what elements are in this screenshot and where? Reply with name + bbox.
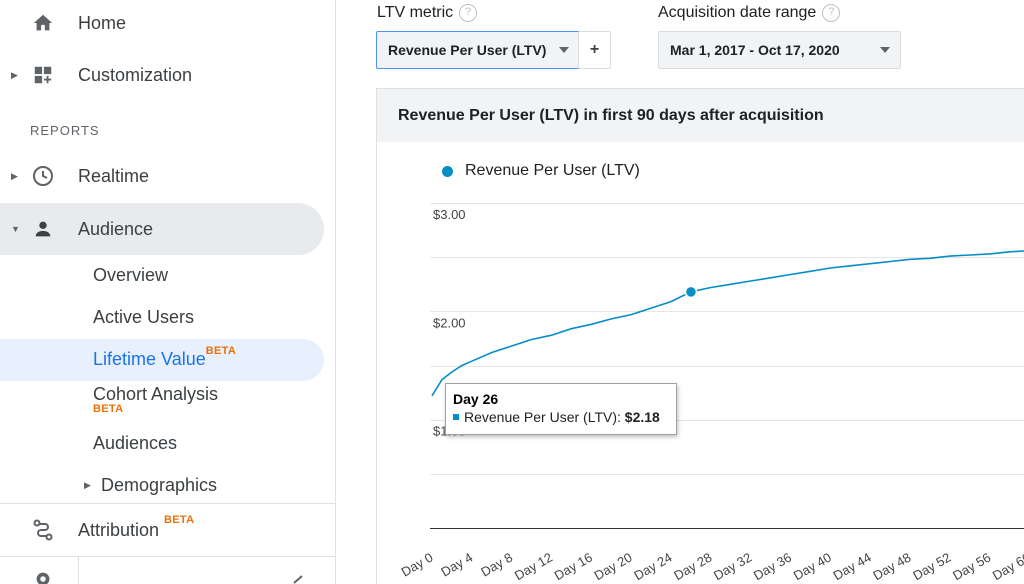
x-tick-label: Day 0 xyxy=(399,550,436,580)
reports-heading: REPORTS xyxy=(30,123,100,138)
nav-lifetime-value-label: Lifetime Value xyxy=(93,349,206,369)
nav-attribution-text: Attribution xyxy=(78,519,160,540)
nav-cohort-analysis[interactable]: Cohort Analysis xyxy=(93,384,219,404)
footer-divider xyxy=(78,557,79,584)
x-tick-label: Day 24 xyxy=(631,550,674,584)
tooltip-row: Revenue Per User (LTV): $2.18 xyxy=(453,409,669,425)
x-tick-label: Day 36 xyxy=(751,550,794,584)
beta-badge: BETA xyxy=(93,403,124,415)
x-tick-label: Day 28 xyxy=(671,550,714,584)
legend-label: Revenue Per User (LTV) xyxy=(465,162,640,179)
chart-tooltip: Day 26 Revenue Per User (LTV): $2.18 xyxy=(445,383,677,435)
ltv-metric-label-text: LTV metric xyxy=(377,4,454,22)
add-metric-button[interactable]: + xyxy=(578,31,611,69)
tooltip-series: Revenue Per User (LTV): xyxy=(464,409,621,425)
gear-icon[interactable] xyxy=(32,568,54,584)
person-icon xyxy=(30,216,56,242)
tooltip-title: Day 26 xyxy=(453,391,499,407)
sidebar-nav: Home ▶ Customization REPORTS ▶ Realtime … xyxy=(0,0,336,584)
legend-marker xyxy=(442,165,453,177)
x-tick-label: Day 32 xyxy=(711,550,754,584)
ltv-metric-value: Revenue Per User (LTV) xyxy=(388,42,547,58)
x-tick-label: Day 60 xyxy=(990,550,1024,584)
nav-home-label: Home xyxy=(78,12,127,33)
date-range-select[interactable]: Mar 1, 2017 - Oct 17, 2020 xyxy=(658,31,901,69)
chart-card-body xyxy=(376,142,1024,584)
nav-attribution-label: Attribution BETA xyxy=(78,514,194,541)
nav-audience-label: Audience xyxy=(78,218,154,239)
x-tick-label: Day 40 xyxy=(791,550,834,584)
x-tick-label: Day 4 xyxy=(438,550,475,580)
date-range-label: Acquisition date range? xyxy=(658,4,841,22)
x-tick-label: Day 20 xyxy=(592,550,635,584)
x-tick-label: Day 12 xyxy=(512,550,555,584)
dropdown-arrow-icon xyxy=(880,47,890,53)
beta-badge: BETA xyxy=(164,513,195,526)
caret-right-icon: ▶ xyxy=(11,171,18,181)
collapse-chevron-icon[interactable] xyxy=(292,572,306,584)
nav-overview[interactable]: Overview xyxy=(93,265,169,285)
clock-icon xyxy=(30,163,56,189)
x-tick-label: Day 44 xyxy=(831,550,874,584)
x-tick-label: Day 52 xyxy=(910,550,953,584)
chart-card-header: Revenue Per User (LTV) in first 90 days … xyxy=(376,88,1024,142)
caret-right-icon: ▶ xyxy=(84,480,91,490)
x-tick-label: Day 56 xyxy=(950,550,993,584)
y-tick-label: $3.00 xyxy=(433,207,466,222)
date-range-value: Mar 1, 2017 - Oct 17, 2020 xyxy=(670,42,840,58)
dropdown-arrow-icon xyxy=(559,47,569,53)
nav-demographics[interactable]: Demographics xyxy=(101,475,218,495)
date-range-label-text: Acquisition date range xyxy=(658,4,817,22)
chart-legend[interactable]: Revenue Per User (LTV) xyxy=(442,162,640,180)
nav-active-users[interactable]: Active Users xyxy=(93,307,195,327)
x-tick-label: Day 48 xyxy=(870,550,913,584)
nav-lifetime-value[interactable]: Lifetime ValueBETA xyxy=(93,345,236,370)
ltv-metric-select[interactable]: Revenue Per User (LTV) xyxy=(376,31,580,69)
x-tick-label: Day 16 xyxy=(552,550,595,584)
x-tick-label: Day 8 xyxy=(478,550,515,580)
nav-realtime-label: Realtime xyxy=(78,165,150,186)
beta-badge: BETA xyxy=(205,345,237,357)
tooltip-value: $2.18 xyxy=(624,409,660,425)
nav-divider xyxy=(0,556,336,557)
help-icon[interactable]: ? xyxy=(822,4,841,22)
caret-down-icon: ▼ xyxy=(11,224,20,234)
chart-card-title: Revenue Per User (LTV) in first 90 days … xyxy=(398,107,824,124)
dashboard-add-icon xyxy=(30,62,56,88)
attribution-icon xyxy=(30,517,56,543)
nav-divider xyxy=(0,503,336,504)
tooltip-series-marker xyxy=(453,414,459,421)
help-icon[interactable]: ? xyxy=(459,4,478,22)
highlight-point xyxy=(684,285,698,299)
nav-customization-label: Customization xyxy=(78,64,193,85)
home-icon xyxy=(30,10,56,36)
ltv-series-line xyxy=(431,250,1024,397)
ltv-metric-label: LTV metric? xyxy=(377,4,478,22)
y-tick-label: $2.00 xyxy=(433,315,466,330)
audience-highlight xyxy=(0,203,324,255)
caret-right-icon: ▶ xyxy=(11,70,18,80)
lifetime-value-highlight xyxy=(0,339,324,381)
nav-audiences[interactable]: Audiences xyxy=(93,433,178,453)
